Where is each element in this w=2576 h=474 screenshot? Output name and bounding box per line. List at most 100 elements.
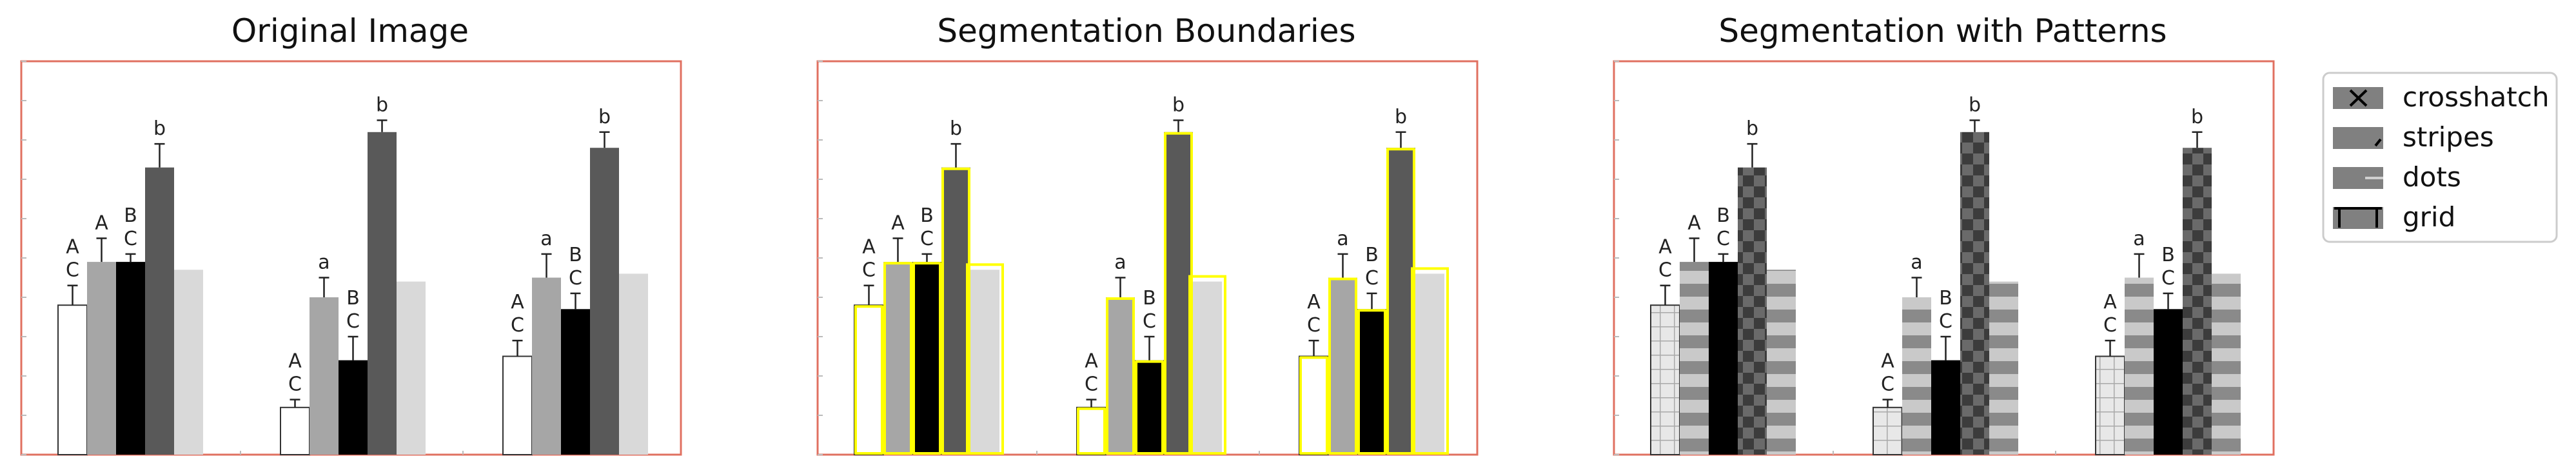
bar bbox=[502, 355, 533, 455]
segment-boundary bbox=[883, 262, 912, 455]
segment-boundary bbox=[1386, 148, 1415, 455]
significance-label: a bbox=[1114, 252, 1126, 274]
bar bbox=[1738, 167, 1767, 455]
significance-label: a bbox=[1337, 228, 1348, 250]
bar bbox=[1299, 355, 1329, 455]
significance-label: B bbox=[1939, 287, 1952, 310]
legend-label-grid: grid bbox=[2403, 201, 2455, 233]
significance-label: C bbox=[1365, 267, 1379, 290]
significance-label: A bbox=[1687, 212, 1701, 235]
bar bbox=[1386, 148, 1415, 455]
significance-label: C bbox=[1716, 228, 1730, 250]
segment-boundary bbox=[1188, 275, 1226, 455]
significance-label: b bbox=[1746, 117, 1758, 140]
significance-label: A bbox=[862, 236, 876, 259]
segment-boundary bbox=[1299, 356, 1328, 455]
legend-swatch-stripes bbox=[2333, 127, 2383, 149]
significance-label: C bbox=[346, 310, 360, 333]
bar bbox=[1902, 297, 1931, 455]
significance-label: B bbox=[1716, 204, 1730, 227]
stripes-icon bbox=[2374, 138, 2382, 147]
bar bbox=[1931, 360, 1960, 455]
bar bbox=[912, 262, 941, 455]
bar bbox=[561, 309, 590, 455]
bar bbox=[2154, 309, 2183, 455]
legend-label-stripes: stripes bbox=[2403, 121, 2494, 153]
bar bbox=[280, 406, 310, 455]
significance-label: C bbox=[862, 259, 876, 282]
significance-label: C bbox=[511, 314, 524, 337]
bar bbox=[1650, 304, 1680, 456]
significance-label: C bbox=[1307, 314, 1321, 337]
bar bbox=[174, 270, 203, 455]
bar bbox=[116, 262, 145, 455]
significance-label: A bbox=[288, 350, 302, 373]
significance-label: A bbox=[1658, 236, 1672, 259]
significance-label: C bbox=[66, 259, 79, 282]
significance-label: C bbox=[569, 267, 582, 290]
bar bbox=[1873, 406, 1903, 455]
significance-label: A bbox=[1881, 350, 1894, 373]
legend-label-crosshatch: crosshatch bbox=[2403, 81, 2549, 113]
significance-label: b bbox=[2191, 106, 2203, 128]
segment-boundary bbox=[912, 262, 941, 455]
significance-label: B bbox=[920, 204, 934, 227]
bar bbox=[1164, 132, 1193, 455]
significance-label: b bbox=[1172, 94, 1185, 117]
legend-item-dots: dots bbox=[2333, 161, 2461, 193]
bar bbox=[1076, 406, 1106, 455]
significance-label: A bbox=[95, 212, 108, 235]
significance-label: A bbox=[2103, 291, 2117, 313]
bar bbox=[1709, 262, 1738, 455]
segment-boundary bbox=[1135, 360, 1164, 455]
significance-label: B bbox=[1365, 244, 1379, 266]
significance-label: b bbox=[376, 94, 388, 117]
bar bbox=[310, 297, 339, 455]
segment-boundary bbox=[966, 263, 1004, 455]
significance-label: C bbox=[920, 228, 934, 250]
bar bbox=[1135, 360, 1164, 455]
crosshatch-icon bbox=[2349, 89, 2368, 107]
significance-label: C bbox=[288, 373, 302, 396]
significance-label: b bbox=[1969, 94, 1981, 117]
significance-label: C bbox=[1881, 373, 1894, 396]
bar bbox=[1989, 281, 2018, 455]
bar bbox=[532, 277, 561, 455]
bar bbox=[145, 167, 174, 455]
bar bbox=[1767, 270, 1796, 455]
segment-boundary bbox=[941, 167, 970, 455]
bar bbox=[2125, 277, 2154, 455]
segment-boundary bbox=[1106, 297, 1135, 455]
bar bbox=[1960, 132, 1989, 455]
bar bbox=[1357, 309, 1386, 455]
significance-label: a bbox=[540, 228, 552, 250]
segment-boundary bbox=[1164, 132, 1193, 455]
significance-label: C bbox=[1085, 373, 1098, 396]
panel-title-patterns: Segmentation with Patterns bbox=[1718, 12, 2167, 50]
significance-label: B bbox=[124, 204, 137, 227]
significance-label: a bbox=[2133, 228, 2145, 250]
significance-label: a bbox=[318, 252, 329, 274]
panel-title-original: Original Image bbox=[231, 12, 469, 50]
bar bbox=[368, 132, 397, 455]
significance-label: b bbox=[950, 117, 962, 140]
segment-boundary bbox=[1328, 277, 1357, 455]
segment-boundary bbox=[1411, 267, 1449, 455]
legend-item-crosshatch: crosshatch bbox=[2333, 81, 2549, 113]
legend-box bbox=[2322, 72, 2558, 243]
significance-label: A bbox=[891, 212, 905, 235]
grid-icon bbox=[2334, 207, 2382, 228]
panel-title-boundaries: Segmentation Boundaries bbox=[937, 12, 1355, 50]
legend-swatch-grid bbox=[2333, 207, 2383, 229]
significance-label: A bbox=[66, 236, 79, 259]
significance-label: b bbox=[1395, 106, 1407, 128]
legend-label-dots: dots bbox=[2403, 161, 2461, 193]
bar bbox=[2095, 355, 2125, 455]
bar bbox=[57, 304, 88, 456]
significance-label: C bbox=[2161, 267, 2175, 290]
significance-label: a bbox=[1911, 252, 1922, 274]
